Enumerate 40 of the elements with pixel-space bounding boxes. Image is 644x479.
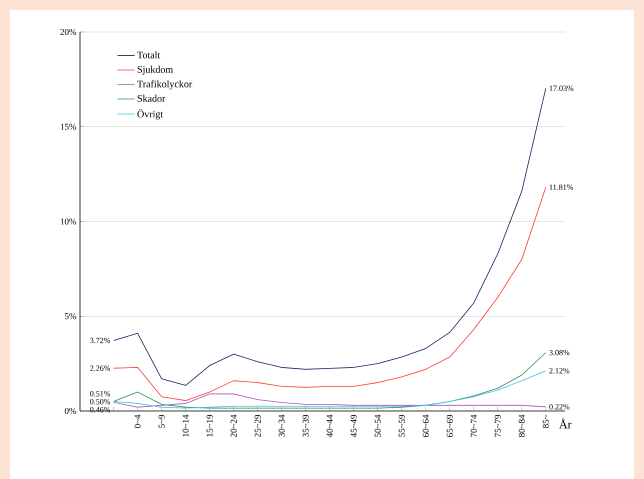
x-tick-label: 80~84 <box>518 414 525 438</box>
x-tick-label: 25~29 <box>254 414 261 438</box>
y-tick-label: 10% <box>60 218 76 225</box>
legend-label: Övrigt <box>137 109 164 120</box>
x-tick-label: 65~69 <box>446 414 453 438</box>
x-tick-label: 50~54 <box>374 414 381 437</box>
x-tick-label: 15~19 <box>206 414 213 437</box>
x-tick-label: 55~59 <box>398 414 405 437</box>
y-tick-label: 0% <box>64 408 76 414</box>
x-tick-label: 35~39 <box>302 414 309 437</box>
y-tick-label: 15% <box>60 124 76 130</box>
data-label: 3.08% <box>549 350 570 356</box>
data-label: 0.50% <box>90 398 110 404</box>
data-label: 17.03% <box>550 86 574 92</box>
x-tick-label: 85~ <box>542 414 549 428</box>
y-tick-label: 20% <box>60 28 76 36</box>
legend-label: Trafikolyckor <box>137 80 192 90</box>
y-tick-label: 5% <box>64 313 76 320</box>
data-label: 2.26% <box>90 365 110 371</box>
x-tick-label: 20~24 <box>230 414 237 438</box>
x-axis-title: År <box>559 418 572 428</box>
legend-label: Skador <box>138 94 166 102</box>
x-tick-label: 75~79 <box>494 414 501 437</box>
line-series <box>113 88 546 386</box>
data-label: 3.72% <box>90 338 110 344</box>
data-label: 11.81% <box>550 184 574 190</box>
data-label: 2.12% <box>549 368 570 374</box>
line-series <box>113 186 546 401</box>
data-label: 0.22% <box>549 404 570 410</box>
x-tick-label: 70~74 <box>470 414 477 437</box>
x-tick-label: 0~4 <box>134 414 141 428</box>
x-tick-label: 40~44 <box>326 414 333 438</box>
data-label: 0.51% <box>90 390 110 396</box>
x-tick-label: 45~49 <box>350 414 357 438</box>
x-tick-label: 30~34 <box>278 414 285 437</box>
x-tick-label: 60~64 <box>422 414 429 438</box>
x-tick-label: 5~9 <box>158 414 165 428</box>
x-tick-label: 10~14 <box>182 414 189 437</box>
legend-label: Totalt <box>137 51 160 58</box>
legend-label: Sjukdom <box>138 66 173 75</box>
